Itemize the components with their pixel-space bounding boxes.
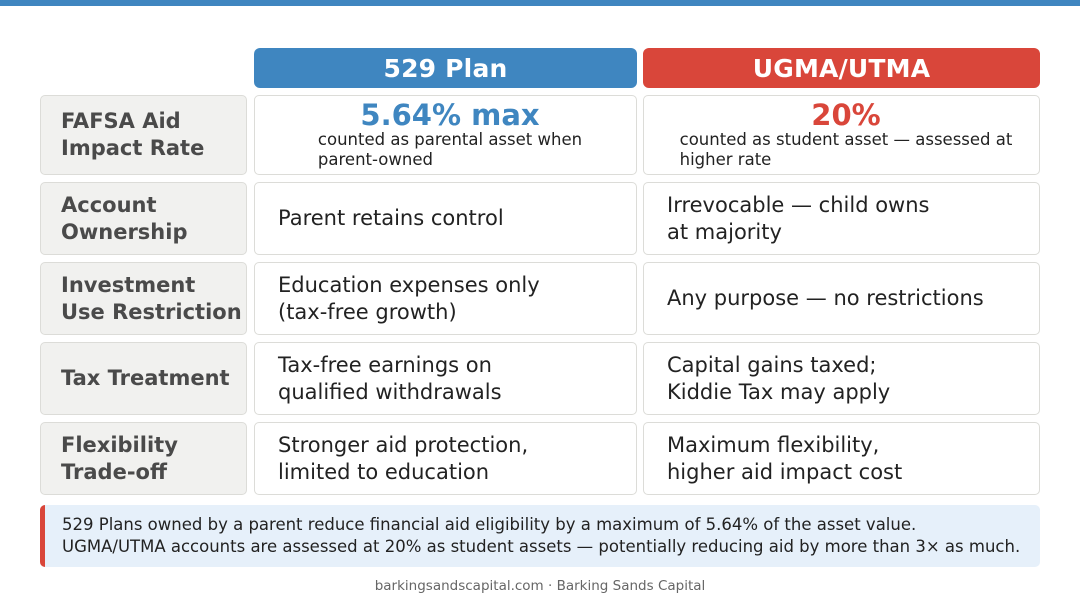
column-header-ugma-utma: UGMA/UTMA [643,48,1040,88]
stat-529-aid-rate: 5.64% max [360,98,540,132]
cell-529-flexibility: Stronger aid protection, limited to educ… [254,422,637,495]
cell-529-tax-treatment: Tax-free earnings on qualified withdrawa… [254,342,637,415]
row-label-fafsa-aid-impact-rate: FAFSA Aid Impact Rate [40,95,247,175]
row-label-tax-treatment: Tax Treatment [40,342,247,415]
summary-note-line-2: UGMA/UTMA accounts are assessed at 20% a… [62,537,1021,556]
row-label-account-ownership: Account Ownership [40,182,247,255]
cell-ugma-account-ownership: Irrevocable — child owns at majority [643,182,1040,255]
cell-529-account-ownership: Parent retains control [254,182,637,255]
footer-credit: barkingsandscapital.com · Barking Sands … [374,578,706,594]
summary-note-line-1: 529 Plans owned by a parent reduce finan… [62,515,917,534]
cell-ugma-tax-treatment: Capital gains taxed; Kiddie Tax may appl… [643,342,1040,415]
cell-529-investment-use: Education expenses only (tax-free growth… [254,262,637,335]
row-label-investment-use-restriction: Investment Use Restriction [40,262,247,335]
cell-ugma-investment-use: Any purpose — no restrictions [643,262,1040,335]
cell-ugma-fafsa-aid-impact: 20% counted as student asset — assessed … [643,95,1040,175]
row-label-flexibility-trade-off: Flexibility Trade-off [40,422,247,495]
column-header-529-plan: 529 Plan [254,48,637,88]
cell-529-fafsa-aid-impact: 5.64% max counted as parental asset when… [254,95,637,175]
summary-note: 529 Plans owned by a parent reduce finan… [40,505,1040,567]
top-accent-bar [0,0,1080,6]
desc-ugma-aid-rate: counted as student asset — assessed at h… [679,130,1013,169]
cell-ugma-flexibility: Maximum flexibility, higher aid impact c… [643,422,1040,495]
stat-ugma-aid-rate: 20% [811,98,881,132]
desc-529-aid-rate: counted as parental asset when parent-ow… [317,130,583,169]
